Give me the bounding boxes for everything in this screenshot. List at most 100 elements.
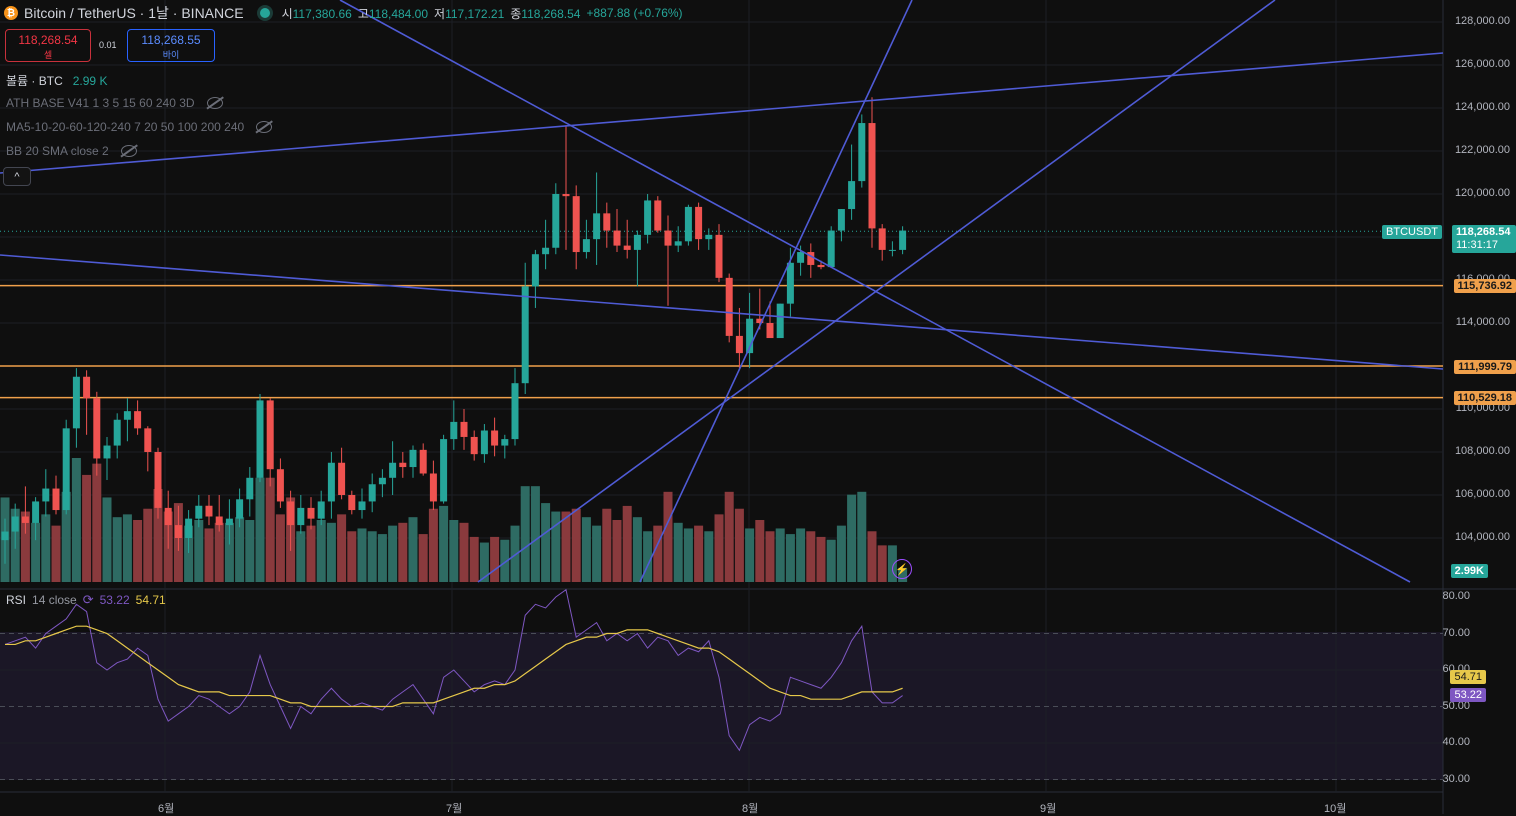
candle-body bbox=[654, 200, 662, 231]
candle-body bbox=[766, 323, 774, 339]
volume-bar bbox=[500, 539, 510, 582]
volume-bar bbox=[31, 522, 41, 582]
hline-tag-2: 111,999.79 bbox=[1454, 360, 1516, 374]
volume-bar bbox=[541, 503, 551, 582]
volume-bar bbox=[724, 491, 734, 582]
candle-body bbox=[440, 439, 448, 502]
candle-body bbox=[491, 430, 499, 446]
hidden-eye-icon[interactable] bbox=[206, 97, 223, 109]
bitcoin-icon: ₿ bbox=[4, 6, 18, 20]
candle-body bbox=[644, 200, 652, 235]
candle-body bbox=[419, 449, 427, 474]
volume-bar bbox=[663, 491, 673, 582]
ath-indicator-legend[interactable]: ATH BASE V41 1 3 5 15 60 240 3D bbox=[6, 96, 223, 110]
countdown: 11:31:17 bbox=[1456, 239, 1499, 251]
rsi-axis-label: 80.00 bbox=[1442, 590, 1470, 602]
volume-bar bbox=[847, 494, 857, 582]
candle-body bbox=[715, 234, 723, 278]
candle-body bbox=[797, 252, 805, 263]
candle-body bbox=[123, 411, 131, 420]
volume-bar bbox=[133, 520, 143, 582]
volume-legend[interactable]: 볼륨 · BTC 2.99 K bbox=[6, 72, 107, 89]
last-price-tag: 118,268.54 11:31:17 bbox=[1452, 225, 1516, 253]
rsi-sync-icon: ⟳ bbox=[82, 592, 94, 607]
volume-bar bbox=[296, 531, 306, 582]
bb-indicator-label: BB 20 SMA close 2 bbox=[6, 144, 109, 158]
candle-body bbox=[878, 228, 886, 250]
candle-body bbox=[174, 525, 182, 538]
volume-bar bbox=[306, 525, 316, 582]
candle-body bbox=[21, 516, 29, 523]
candle-body bbox=[593, 213, 601, 240]
volume-bar bbox=[347, 531, 357, 582]
rsi-legend[interactable]: RSI 14 close ⟳ 53.22 54.71 bbox=[6, 592, 166, 608]
candle-body bbox=[164, 507, 172, 526]
candle-body bbox=[378, 477, 386, 485]
candle-body bbox=[868, 123, 876, 229]
candle-body bbox=[542, 247, 550, 255]
symbol-tag: BTCUSDT bbox=[1382, 225, 1442, 239]
trend-line bbox=[339, 0, 1411, 583]
trend-line bbox=[0, 254, 1444, 370]
price-axis-label: 114,000.00 bbox=[1455, 316, 1510, 328]
candle-body bbox=[348, 495, 356, 511]
volume-bar bbox=[82, 474, 92, 582]
volume-bar bbox=[20, 511, 30, 582]
candle-body bbox=[287, 501, 295, 526]
candle-body bbox=[103, 445, 111, 459]
ma-indicator-legend[interactable]: MA5-10-20-60-120-240 7 20 50 100 200 240 bbox=[6, 120, 273, 134]
volume-bar bbox=[785, 534, 795, 582]
trend-line bbox=[639, 0, 913, 583]
volume-bar bbox=[71, 458, 81, 582]
time-axis-label: 9월 bbox=[1040, 803, 1057, 815]
rsi-axis-label: 70.00 bbox=[1442, 626, 1470, 639]
candle-body bbox=[134, 411, 142, 429]
candle-body bbox=[756, 318, 764, 323]
volume-bar bbox=[275, 514, 285, 582]
volume-bar bbox=[694, 525, 704, 582]
symbol-title[interactable]: Bitcoin / TetherUS · 1날 · BINANCE bbox=[24, 5, 244, 21]
bb-indicator-legend[interactable]: BB 20 SMA close 2 bbox=[6, 144, 137, 158]
volume-bar bbox=[439, 505, 449, 582]
volume-bar bbox=[235, 517, 245, 582]
market-status-icon[interactable] bbox=[259, 8, 270, 18]
volume-bar bbox=[337, 514, 347, 582]
price-axis-label: 120,000.00 bbox=[1454, 187, 1510, 199]
volume-bar bbox=[153, 489, 163, 582]
price-axis-label: 110,000.00 bbox=[1455, 402, 1510, 414]
volume-bar bbox=[398, 522, 408, 582]
trend-line bbox=[0, 52, 1444, 174]
candle-body bbox=[572, 196, 580, 253]
candle-body bbox=[399, 462, 407, 468]
collapse-legend-button[interactable]: ^ bbox=[3, 167, 31, 186]
candle-body bbox=[236, 499, 244, 519]
volume-bar bbox=[683, 528, 693, 582]
volume-bar bbox=[326, 522, 336, 582]
candle-body bbox=[848, 181, 856, 210]
trend-line bbox=[477, 0, 1276, 583]
candle-body bbox=[684, 206, 692, 242]
volume-bar bbox=[143, 508, 153, 582]
volume-bar bbox=[122, 514, 132, 582]
candle-body bbox=[827, 230, 835, 268]
candle-body bbox=[338, 462, 346, 495]
candle-body bbox=[205, 505, 213, 517]
candle-body bbox=[613, 230, 621, 246]
volume-bar bbox=[51, 525, 61, 582]
buy-button[interactable]: 118,268.55 바이 bbox=[127, 29, 215, 62]
candle-body bbox=[32, 501, 40, 523]
volume-bar bbox=[490, 536, 500, 582]
candle-body bbox=[389, 462, 397, 478]
candle-body bbox=[817, 264, 825, 268]
price-axis-label: 124,000.00 bbox=[1454, 101, 1510, 113]
candle-body bbox=[368, 484, 376, 502]
hidden-eye-icon[interactable] bbox=[120, 145, 137, 157]
candle-body bbox=[725, 277, 733, 336]
hidden-eye-icon[interactable] bbox=[256, 121, 273, 133]
candle-body bbox=[603, 213, 611, 231]
sell-button[interactable]: 118,268.54 셀 bbox=[5, 29, 91, 62]
lightning-icon[interactable]: ⚡ bbox=[892, 559, 912, 579]
candle-body bbox=[695, 206, 703, 240]
candle-body bbox=[562, 194, 570, 197]
